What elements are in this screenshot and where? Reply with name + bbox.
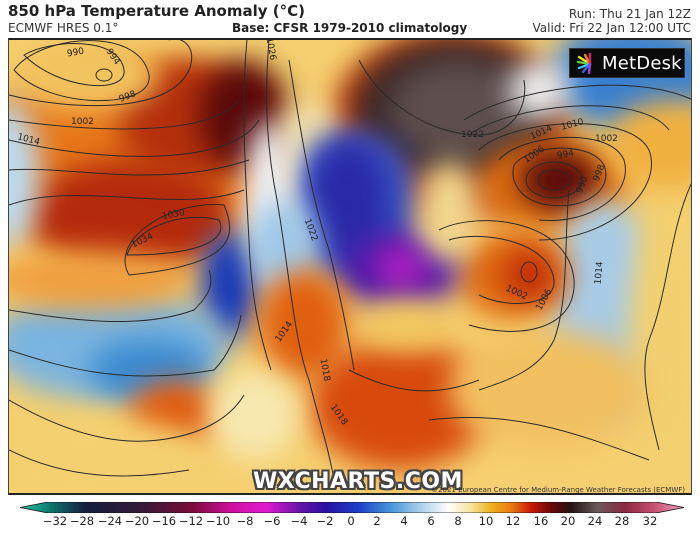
colorbar-tick: −24 xyxy=(97,514,123,528)
colorbar-tick: 8 xyxy=(454,514,462,528)
wxcharts-watermark: WXCHARTS.COM xyxy=(253,469,463,494)
isobar-label: 1002 xyxy=(71,117,94,127)
colorbar-tick: 2 xyxy=(373,514,381,528)
colorbar-tick: −8 xyxy=(236,514,254,528)
colorbar-tick: −4 xyxy=(290,514,308,528)
isobar-label: 1022 xyxy=(461,130,484,140)
colorbar-tick: −28 xyxy=(69,514,95,528)
copyright-notice: ©2021 European Centre for Medium-Range W… xyxy=(431,486,685,494)
colorbar-tick: 10 xyxy=(478,514,494,528)
metdesk-starburst-icon xyxy=(576,52,592,74)
colorbar-tick: −16 xyxy=(151,514,177,528)
colorbar-tick: −20 xyxy=(124,514,150,528)
isobar-label: 1014 xyxy=(593,261,606,285)
colorbar-tick: −32 xyxy=(42,514,68,528)
colorbar-tick: −12 xyxy=(178,514,204,528)
anomaly-map: 990 994 998 1002 1014 1026 1030 1034 102… xyxy=(8,38,692,495)
colorbar-tick: 4 xyxy=(400,514,408,528)
colorbar-tick: −6 xyxy=(263,514,281,528)
valid-time-label: Valid: Fri 22 Jan 12:00 UTC xyxy=(532,21,691,35)
colorbar-tick-labels: −32 −28 −24 −20 −16 −12 −10 −8 −6 −4 −2 … xyxy=(0,514,700,532)
colorbar-tick: 28 xyxy=(614,514,630,528)
chart-title: 850 hPa Temperature Anomaly (°C) xyxy=(8,2,305,20)
isobar-label: 1002 xyxy=(595,134,618,144)
base-climatology-label: Base: CFSR 1979-2010 climatology xyxy=(232,21,468,35)
chart-header: 850 hPa Temperature Anomaly (°C) ECMWF H… xyxy=(0,0,700,38)
colorbar-tick: 12 xyxy=(505,514,521,528)
isobar-lines xyxy=(9,40,691,481)
colorbar-tick: 6 xyxy=(427,514,435,528)
metdesk-logo-text: MetDesk xyxy=(602,52,682,74)
model-label: ECMWF HRES 0.1° xyxy=(8,21,119,35)
colorbar-tick: −10 xyxy=(205,514,231,528)
colorbar-tick: 16 xyxy=(533,514,549,528)
colorbar-tick: 20 xyxy=(560,514,576,528)
colorbar-tick: −2 xyxy=(316,514,334,528)
colorbar-tick: 0 xyxy=(347,514,355,528)
colorbar-tick: 32 xyxy=(642,514,658,528)
run-time-label: Run: Thu 21 Jan 12Z xyxy=(568,7,691,21)
metdesk-logo: MetDesk xyxy=(569,48,685,78)
colorbar-tick: 24 xyxy=(587,514,603,528)
colorbar xyxy=(20,502,684,513)
